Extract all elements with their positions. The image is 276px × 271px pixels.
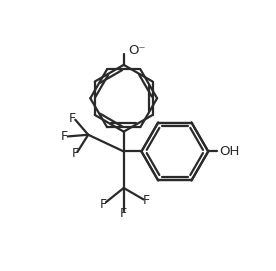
- Text: F: F: [120, 207, 127, 220]
- Text: F: F: [69, 112, 76, 125]
- Text: F: F: [143, 194, 150, 207]
- Text: O⁻: O⁻: [128, 44, 145, 57]
- Text: F: F: [99, 198, 107, 211]
- Text: OH: OH: [219, 145, 240, 158]
- Text: F: F: [61, 130, 68, 143]
- Text: F: F: [72, 147, 79, 160]
